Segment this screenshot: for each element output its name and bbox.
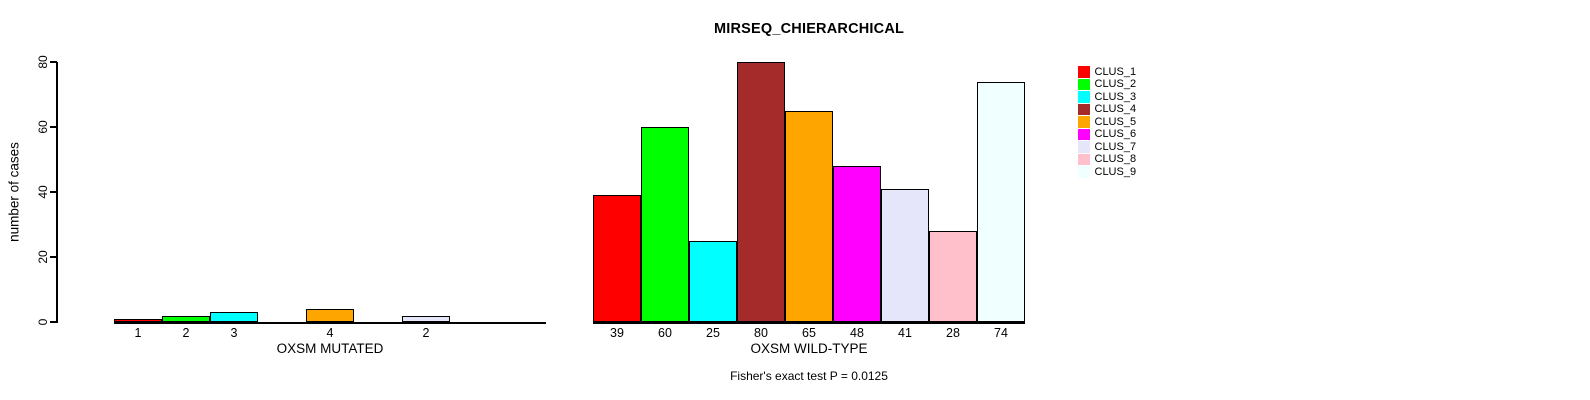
wild-type-bar-clus_8 — [929, 231, 977, 322]
wild-type-bar-value-label: 28 — [946, 325, 960, 340]
mutated-bar-value-label: 1 — [134, 325, 142, 340]
y-tick-mark — [50, 321, 57, 323]
legend-item-clus_4: CLUS_4 — [1078, 103, 1136, 116]
mutated-bar-clus_2 — [162, 315, 210, 322]
wild-type-bar-clus_3 — [689, 240, 737, 322]
y-tick-label: 80 — [36, 55, 50, 69]
y-tick-mark — [50, 61, 57, 63]
legend-label: CLUS_9 — [1094, 165, 1137, 178]
legend-item-clus_6: CLUS_6 — [1078, 128, 1136, 141]
legend-swatch-clus_6 — [1078, 128, 1090, 140]
y-tick-label: 40 — [36, 185, 50, 199]
y-tick-mark — [50, 256, 57, 258]
legend-label: CLUS_5 — [1094, 115, 1137, 128]
wild-type-bar-clus_7 — [881, 188, 929, 322]
fisher-test-annotation: Fisher's exact test P = 0.0125 — [730, 369, 888, 383]
wild-type-bar-value-label: 80 — [754, 325, 768, 340]
legend-label: CLUS_6 — [1094, 128, 1137, 140]
y-tick-mark — [50, 126, 57, 128]
legend-swatch-clus_4 — [1078, 103, 1090, 115]
legend-item-clus_9: CLUS_9 — [1078, 166, 1136, 179]
legend-label: CLUS_1 — [1094, 65, 1137, 78]
legend-label: CLUS_2 — [1094, 78, 1137, 90]
wild-type-bar-value-label: 74 — [994, 325, 1008, 340]
legend-item-clus_5: CLUS_5 — [1078, 116, 1136, 129]
wild-type-bar-clus_9 — [977, 81, 1025, 322]
legend-label: CLUS_4 — [1094, 103, 1137, 115]
mutated-axis-label: OXSM MUTATED — [276, 341, 384, 356]
legend-swatch-clus_2 — [1078, 78, 1090, 90]
mutated-baseline — [114, 322, 546, 324]
wild-type-bar-clus_1 — [593, 195, 641, 322]
wild-type-bar-value-label: 65 — [802, 325, 816, 340]
wild-type-bar-value-label: 48 — [850, 325, 864, 340]
wild-type-bar-clus_4 — [737, 62, 785, 322]
wild-type-bar-value-label: 41 — [898, 325, 912, 340]
wild-type-bar-value-label: 25 — [706, 325, 720, 340]
mutated-bar-value-label: 2 — [182, 325, 190, 340]
chart-title: MIRSEQ_CHIERARCHICAL — [713, 21, 905, 37]
wild-type-bar-clus_5 — [785, 110, 833, 322]
y-tick-label: 0 — [36, 318, 50, 326]
wild-type-bar-clus_2 — [641, 127, 689, 322]
legend-item-clus_1: CLUS_1 — [1078, 66, 1136, 79]
mutated-bar-value-label: 2 — [422, 325, 430, 340]
legend-swatch-clus_3 — [1078, 91, 1090, 103]
y-tick-mark — [50, 191, 57, 193]
legend-item-clus_3: CLUS_3 — [1078, 91, 1136, 104]
y-tick-label: 20 — [36, 250, 50, 264]
legend-swatch-clus_5 — [1078, 116, 1090, 128]
legend-item-clus_8: CLUS_8 — [1078, 153, 1136, 166]
wild-type-baseline — [593, 322, 1025, 324]
y-axis-title: number of cases — [6, 142, 22, 242]
legend-label: CLUS_8 — [1094, 153, 1137, 165]
mutated-bar-clus_1 — [114, 318, 162, 322]
legend-item-clus_7: CLUS_7 — [1078, 141, 1136, 154]
legend-item-clus_2: CLUS_2 — [1078, 78, 1136, 91]
legend-swatch-clus_8 — [1078, 153, 1090, 165]
legend-swatch-clus_7 — [1078, 141, 1090, 153]
legend-swatch-clus_9 — [1078, 166, 1090, 178]
wild-type-bar-value-label: 60 — [658, 325, 672, 340]
mutated-bar-value-label: 3 — [230, 325, 238, 340]
mutated-bar-value-label: 4 — [326, 325, 334, 340]
y-tick-label: 60 — [36, 120, 50, 134]
legend-swatch-clus_1 — [1078, 66, 1090, 78]
mutated-bar-clus_5 — [306, 309, 354, 322]
mutated-bar-clus_7 — [402, 315, 450, 322]
wild-type-axis-label: OXSM WILD-TYPE — [750, 341, 868, 356]
mutated-bar-clus_3 — [210, 312, 258, 322]
wild-type-bar-clus_6 — [833, 166, 881, 322]
wild-type-bar-value-label: 39 — [610, 325, 624, 340]
legend-label: CLUS_3 — [1094, 90, 1137, 103]
legend-label: CLUS_7 — [1094, 140, 1137, 153]
